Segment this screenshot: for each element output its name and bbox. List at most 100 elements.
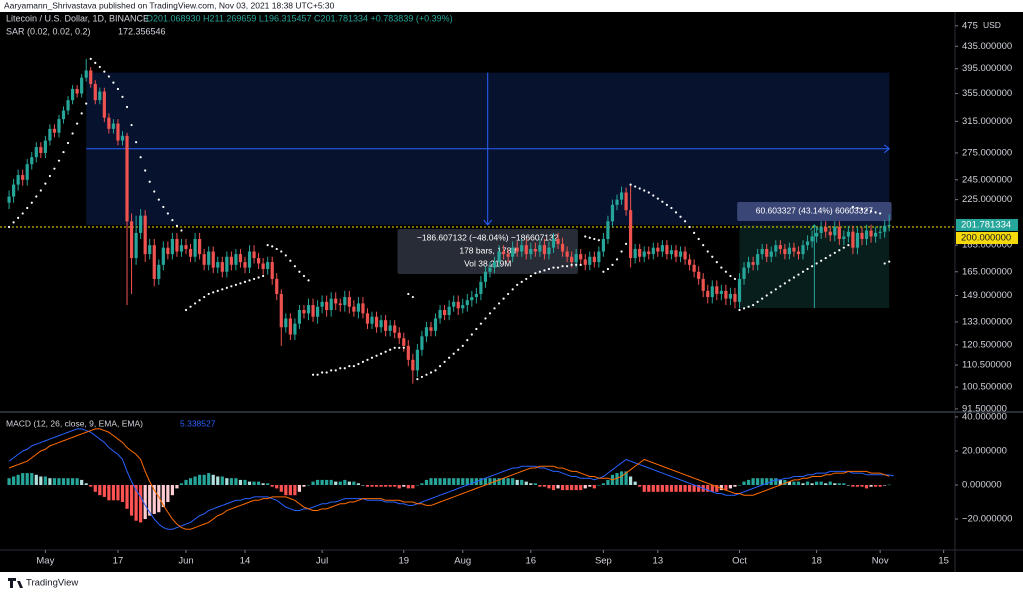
candle-body <box>202 254 206 265</box>
candle-body <box>501 251 506 255</box>
sar-value: 172.356546 <box>118 26 166 36</box>
sar-dot <box>697 237 700 241</box>
sar-dot <box>561 265 564 268</box>
candle-body <box>579 254 583 260</box>
histogram-bar <box>855 484 860 487</box>
publisher-line: Aaryamann_Shrivastava published on Tradi… <box>4 0 335 10</box>
candle-body <box>506 254 510 257</box>
histogram-bar <box>606 479 610 485</box>
candle-body <box>75 88 79 94</box>
sar-dot <box>547 267 551 271</box>
ohlc-legend: O201.068930 H211.269659 L196.315457 C201… <box>146 13 453 23</box>
candle-body <box>70 88 75 101</box>
y-tick-label: 245.000000 <box>962 174 1012 185</box>
candle-body <box>61 110 66 120</box>
histogram-bar <box>361 484 365 486</box>
histogram-bar <box>179 483 184 485</box>
histogram-bar <box>161 484 165 508</box>
histogram-bar <box>842 483 846 485</box>
sar-dot <box>874 211 877 214</box>
candle-body <box>760 248 764 255</box>
histogram-bar <box>796 481 801 485</box>
histogram-bar <box>52 478 57 485</box>
sar-dot <box>765 294 768 297</box>
sar-dot <box>343 367 346 370</box>
candle-body <box>438 309 442 319</box>
histogram-bar <box>48 478 52 485</box>
candle-body <box>828 231 832 236</box>
histogram-bar <box>887 484 891 486</box>
sar-dot <box>452 352 455 355</box>
histogram-bar <box>719 484 723 491</box>
histogram-bar <box>583 484 587 489</box>
histogram-bar <box>229 478 233 485</box>
sar-dot <box>479 322 483 325</box>
histogram-bar <box>778 479 782 485</box>
histogram-bar <box>787 481 792 485</box>
y-tick-label: 315.000000 <box>962 116 1012 127</box>
sar-dot <box>879 212 882 215</box>
candle-body <box>166 247 170 255</box>
histogram-bar <box>656 484 660 492</box>
sar-dot <box>466 339 469 342</box>
histogram-bar <box>515 479 519 485</box>
sar-legend: SAR (0.02, 0.02, 0.2) <box>6 26 91 36</box>
histogram-bar <box>443 478 447 485</box>
histogram-bar <box>824 483 828 485</box>
histogram-bar <box>216 476 220 485</box>
candle-body <box>66 100 70 111</box>
histogram-bar <box>833 483 837 485</box>
candle-body <box>374 316 379 328</box>
candle-body <box>198 238 202 255</box>
sar-dot <box>144 169 147 172</box>
candle-body <box>25 164 29 180</box>
candle-body <box>129 221 134 259</box>
sar-dot <box>570 263 573 266</box>
candle-body <box>765 248 769 257</box>
y-tick-label: 275.000000 <box>962 147 1012 158</box>
histogram-bar <box>465 478 469 485</box>
histogram-bar <box>325 479 329 485</box>
measure-label: 60.603327 (43.14%) 60603327 <box>756 206 873 216</box>
sar-dot <box>334 369 337 372</box>
sar-dot <box>98 65 101 69</box>
candle-body <box>819 227 823 233</box>
y-tick-label: 110.500000 <box>962 360 1012 371</box>
candle-body <box>824 227 828 232</box>
histogram-bar <box>560 484 565 491</box>
candle-body <box>488 267 492 272</box>
sar-dot <box>838 249 841 252</box>
sar-dot <box>543 269 546 272</box>
candle-body <box>420 336 424 350</box>
histogram-bar <box>751 478 755 485</box>
candle-body <box>551 238 556 248</box>
candle-body <box>556 238 560 244</box>
histogram-bar <box>710 484 714 492</box>
histogram-bar <box>592 484 596 489</box>
histogram-bar <box>148 484 152 516</box>
candle-body <box>805 241 810 246</box>
x-tick-label: 19 <box>398 556 409 567</box>
sar-dot <box>94 61 97 64</box>
sar-dot <box>189 305 192 308</box>
histogram-bar <box>792 481 796 485</box>
histogram-bar <box>874 484 878 487</box>
sar-dot <box>656 197 659 200</box>
last-price-tag <box>956 218 1018 231</box>
sar-dot <box>76 122 79 125</box>
y-tick-label: 40.000000 <box>962 411 1007 422</box>
histogram-bar <box>98 484 102 496</box>
sar-dot <box>352 364 355 368</box>
candle-body <box>665 245 669 255</box>
sar-dot <box>702 244 705 247</box>
candle-body <box>429 327 433 331</box>
sar-dot <box>416 378 419 381</box>
histogram-bar <box>39 476 43 485</box>
candle-body <box>624 192 628 211</box>
histogram-bar <box>674 484 678 492</box>
candle-body <box>48 128 52 141</box>
x-tick-label: May <box>36 556 54 567</box>
x-tick-label: Aug <box>454 556 471 567</box>
sar-dot <box>48 174 52 178</box>
y-tick-label: 355.000000 <box>962 88 1012 99</box>
